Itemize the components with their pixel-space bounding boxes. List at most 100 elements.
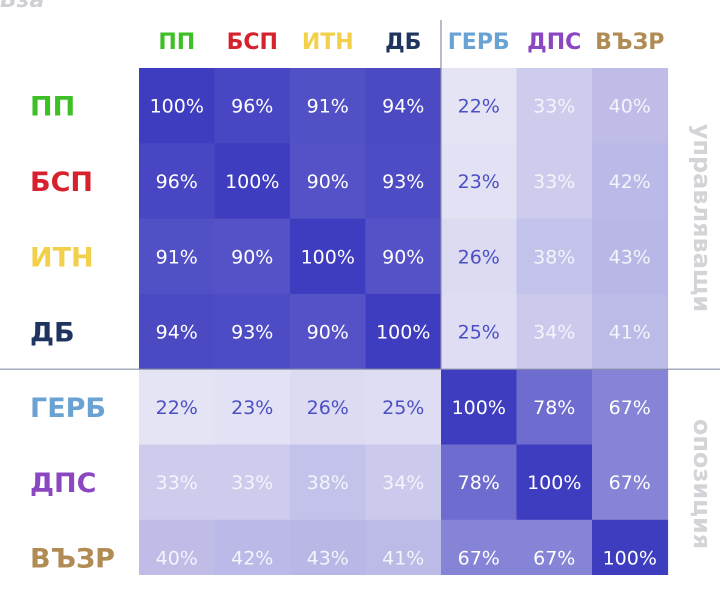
heatmap-cell xyxy=(139,218,216,295)
heatmap-cell xyxy=(365,369,442,446)
heatmap-cell xyxy=(592,519,669,575)
heatmap-cell xyxy=(365,519,442,575)
heatmap-cell-label: 100% xyxy=(603,547,657,569)
column-label: ПП xyxy=(158,30,195,55)
heatmap-cell-label: 33% xyxy=(533,96,575,118)
heatmap-cell xyxy=(139,444,216,521)
heatmap-cell xyxy=(516,218,593,295)
heatmap-cell-label: 90% xyxy=(382,246,424,268)
heatmap-cell-label: 100% xyxy=(527,472,581,494)
heatmap-cell-label: 94% xyxy=(382,96,424,118)
heatmap-cell-label: 91% xyxy=(307,96,349,118)
heatmap-cell-label: 90% xyxy=(307,322,349,344)
column-label: ГЕРБ xyxy=(448,30,510,55)
heatmap-chart: 100% 96% 91% 94% 22% 33% 40% 96% 100% 90% 93% 23% 33… xyxy=(0,20,720,575)
row-label: ВЪЗР xyxy=(30,543,115,574)
heatmap-cell-label: 38% xyxy=(533,246,575,268)
heatmap-cell-label: 100% xyxy=(225,171,279,193)
heatmap-cell xyxy=(139,293,216,370)
heatmap-cell xyxy=(365,143,442,220)
heatmap-cell xyxy=(214,143,291,220)
heatmap-cell-label: 100% xyxy=(150,96,204,118)
row-label: ИТН xyxy=(30,242,94,273)
heatmap-cell xyxy=(441,293,518,370)
chart-title-partial: Вза xyxy=(0,0,45,13)
heatmap-cell-label: 43% xyxy=(609,246,651,268)
heatmap-cell-label: 78% xyxy=(533,397,575,419)
row-label: БСП xyxy=(30,167,93,198)
row-label: ГЕРБ xyxy=(30,393,106,424)
heatmap-cell-label: 23% xyxy=(231,397,273,419)
heatmap-cell-label: 67% xyxy=(609,472,651,494)
heatmap-cell xyxy=(592,143,669,220)
heatmap-cell xyxy=(365,444,442,521)
heatmap-cell-label: 38% xyxy=(307,472,349,494)
heatmap-cell-label: 40% xyxy=(609,96,651,118)
heatmap-cell-label: 22% xyxy=(156,397,198,419)
heatmap-cell-label: 41% xyxy=(609,322,651,344)
heatmap-cell xyxy=(592,293,669,370)
heatmap-cell xyxy=(290,519,367,575)
heatmap-cell xyxy=(516,143,593,220)
heatmap-cell xyxy=(441,369,518,446)
heatmap-cell xyxy=(290,293,367,370)
heatmap-cell xyxy=(214,444,291,521)
heatmap-cell-label: 90% xyxy=(307,171,349,193)
heatmap-cell xyxy=(516,369,593,446)
heatmap-cell xyxy=(441,143,518,220)
heatmap-cell xyxy=(290,444,367,521)
heatmap-cell-label: 33% xyxy=(533,171,575,193)
heatmap-cell-label: 96% xyxy=(231,96,273,118)
heatmap-cell-label: 90% xyxy=(231,246,273,268)
heatmap-cell xyxy=(516,444,593,521)
heatmap-cell-label: 93% xyxy=(231,322,273,344)
heatmap-cell-label: 67% xyxy=(458,547,500,569)
heatmap-cell xyxy=(365,68,442,144)
heatmap-cell-label: 43% xyxy=(307,547,349,569)
heatmap-cell xyxy=(214,68,291,144)
row-label: ДПС xyxy=(30,468,96,499)
row-label: ДБ xyxy=(30,318,75,349)
heatmap-cell-label: 100% xyxy=(452,397,506,419)
heatmap-cell-label: 34% xyxy=(382,472,424,494)
heatmap-cell xyxy=(139,68,216,144)
heatmap-cell-label: 67% xyxy=(533,547,575,569)
heatmap-cell xyxy=(290,143,367,220)
heatmap-cell-label: 100% xyxy=(376,322,430,344)
heatmap-cell xyxy=(441,68,518,144)
heatmap-cell-label: 34% xyxy=(533,322,575,344)
heatmap-cell-label: 42% xyxy=(231,547,273,569)
heatmap-cell-label: 26% xyxy=(458,246,500,268)
column-label: ДБ xyxy=(385,30,421,55)
column-label: ДПС xyxy=(527,30,581,55)
heatmap-cell-label: 33% xyxy=(231,472,273,494)
heatmap-cell xyxy=(214,519,291,575)
heatmap-cell xyxy=(441,444,518,521)
group-label-opposition: опозиция xyxy=(688,418,716,550)
heatmap-cell-label: 96% xyxy=(156,171,198,193)
heatmap-cell xyxy=(290,68,367,144)
heatmap-cell xyxy=(441,218,518,295)
heatmap-cell xyxy=(516,293,593,370)
heatmap-cell xyxy=(365,293,442,370)
heatmap-cell xyxy=(592,369,669,446)
heatmap-cell xyxy=(214,369,291,446)
heatmap-cell xyxy=(290,218,367,295)
heatmap-cell-label: 25% xyxy=(382,397,424,419)
heatmap-cell-label: 26% xyxy=(307,397,349,419)
heatmap-cell xyxy=(139,369,216,446)
column-label: ВЪЗР xyxy=(595,30,664,55)
heatmap-cell-label: 33% xyxy=(156,472,198,494)
heatmap-cell xyxy=(516,68,593,144)
heatmap-cell-label: 41% xyxy=(382,547,424,569)
heatmap-cell-label: 94% xyxy=(156,322,198,344)
heatmap-cell xyxy=(365,218,442,295)
heatmap-cell xyxy=(592,68,669,144)
heatmap-cell xyxy=(214,293,291,370)
heatmap-cell-label: 100% xyxy=(301,246,355,268)
heatmap-cell xyxy=(592,444,669,521)
heatmap-cell xyxy=(139,143,216,220)
heatmap-cell-label: 23% xyxy=(458,171,500,193)
row-label: ПП xyxy=(30,92,75,123)
heatmap-cell xyxy=(139,519,216,575)
